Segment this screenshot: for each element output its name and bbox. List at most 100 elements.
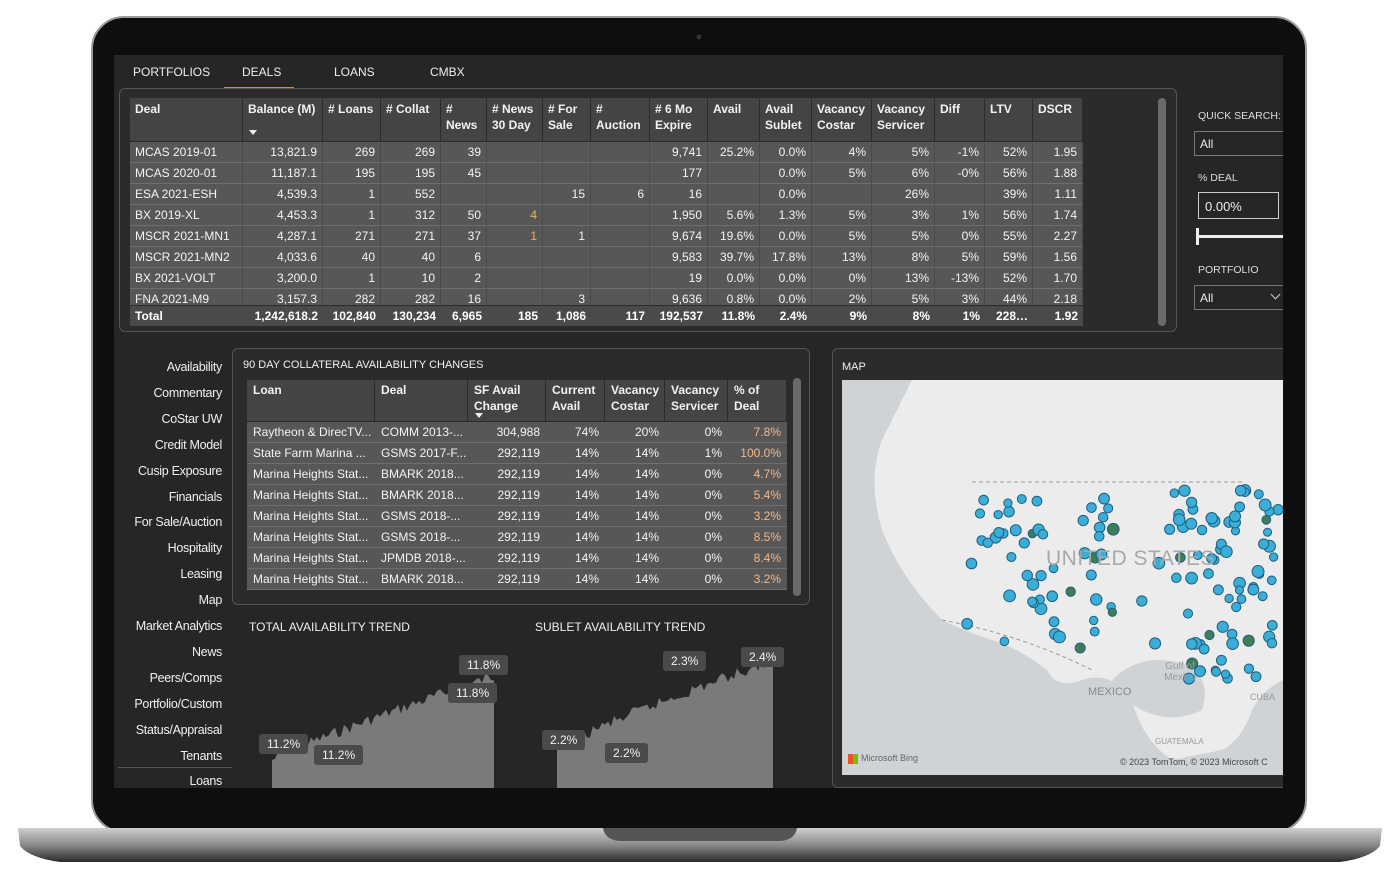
cell: 19 — [650, 268, 708, 289]
map-dot — [1052, 630, 1066, 644]
cell: 2.27 — [1033, 226, 1083, 247]
cell: 3,157.3 — [243, 289, 323, 305]
cell: 1.88 — [1033, 163, 1083, 184]
tab[interactable]: CMBX — [430, 65, 465, 79]
cell: 195 — [381, 163, 441, 184]
cell: 14% — [605, 443, 665, 464]
dropdown[interactable]: All — [1194, 285, 1283, 310]
nav-item[interactable]: Tenants — [180, 748, 222, 763]
total-cell: 1.92 — [1033, 306, 1083, 326]
map-dot — [1258, 538, 1270, 550]
map-dot — [1009, 524, 1022, 537]
cell: 3 — [543, 289, 591, 305]
cell: 14% — [546, 527, 605, 548]
column-header: DSCR — [1033, 98, 1083, 141]
nav-item[interactable]: Loans — [189, 774, 222, 788]
column-header: # News 30 Day — [487, 98, 543, 141]
cell: 52% — [985, 268, 1033, 289]
nav-item[interactable]: Map — [198, 593, 223, 608]
map-dot — [1226, 637, 1239, 650]
map-dot — [1229, 510, 1242, 523]
cell: 2.18 — [1033, 289, 1083, 305]
nav-item[interactable]: Peers/Comps — [149, 670, 223, 685]
nav-item[interactable]: Availability — [166, 360, 223, 374]
column-header: # News — [441, 98, 487, 141]
panel-title: 90 DAY COLLATERAL AVAILABILITY CHANGES — [243, 359, 484, 371]
cell: 0.0% — [760, 184, 812, 205]
column-header: Vacancy Servicer — [872, 98, 935, 141]
cell: BMARK 2018... — [375, 464, 468, 485]
map-dot — [1272, 504, 1283, 516]
trend-area — [557, 657, 773, 788]
map-label: CUBA — [1250, 692, 1276, 702]
cell: 7.8% — [728, 422, 787, 443]
panel-title: MAP — [842, 361, 866, 373]
deal-name: ESA 2021-ESH — [130, 184, 243, 205]
nav-item[interactable]: Credit Model — [154, 437, 223, 452]
map-dot — [1077, 514, 1089, 527]
column-header: Avail Sublet — [760, 98, 812, 141]
map-dot — [1097, 512, 1109, 523]
trend-label: 2.4% — [741, 647, 785, 667]
cell — [487, 268, 543, 289]
nav-item[interactable]: Market Analytics — [135, 619, 223, 633]
cell: 2% — [812, 289, 872, 305]
total-cell: Total — [130, 306, 243, 326]
cell: 16 — [441, 289, 487, 305]
nav-item[interactable]: News — [191, 644, 222, 659]
trend-label: 2.2% — [605, 743, 649, 763]
nav-item[interactable]: Status/Appraisal — [135, 722, 223, 737]
nav-item[interactable]: Commentary — [153, 385, 222, 400]
tab[interactable]: DEALS — [242, 65, 282, 79]
nav-item[interactable]: Portfolio/Custom — [134, 696, 222, 711]
cell: 177 — [650, 163, 708, 184]
map-dot — [1263, 527, 1273, 537]
cell: COMM 2013-... — [375, 422, 468, 443]
map-dot — [965, 557, 978, 570]
slider-handle[interactable] — [1196, 228, 1199, 245]
cell — [591, 268, 650, 289]
cell: 1.11 — [1033, 184, 1083, 205]
nav-item[interactable]: For Sale/Auction — [134, 515, 222, 530]
input[interactable]: 0.00% — [1198, 192, 1279, 219]
cell — [543, 163, 591, 184]
cell — [591, 163, 650, 184]
slider-track — [1198, 235, 1283, 238]
column-header: Vacancy Servicer — [665, 380, 728, 421]
map-dot — [1220, 545, 1233, 559]
cell: 14% — [546, 485, 605, 506]
cell: 14% — [546, 569, 605, 590]
nav-item[interactable]: Hospitality — [167, 541, 223, 556]
map-dot — [1185, 517, 1198, 530]
cell: 4% — [812, 142, 872, 163]
tab[interactable]: PORTFOLIOS — [133, 65, 211, 79]
cell: 5% — [872, 289, 935, 305]
cell: 0.0% — [760, 268, 812, 289]
nav-item[interactable]: CoStar UW — [161, 411, 222, 426]
tab[interactable]: LOANS — [334, 65, 375, 79]
cell: 0% — [665, 506, 728, 527]
map-dot — [1021, 569, 1033, 582]
nav-item[interactable]: Financials — [168, 489, 223, 504]
cell: 269 — [323, 142, 381, 163]
column-header: # For Sale — [543, 98, 591, 141]
dropdown[interactable]: All — [1194, 131, 1283, 156]
map-dot — [1016, 494, 1027, 504]
map-dot — [982, 537, 993, 549]
nav-item[interactable]: Cusip Exposure — [137, 463, 222, 478]
cell: 3,200.0 — [243, 268, 323, 289]
deal-name: BX 2021-VOLT — [130, 268, 243, 289]
cell: 1 — [323, 205, 381, 226]
map-dot — [1006, 552, 1017, 563]
cell: Marina Heights Stat... — [247, 464, 375, 485]
map-dot — [1048, 563, 1059, 574]
map-dot — [1257, 591, 1268, 602]
nav-item[interactable]: Leasing — [180, 567, 222, 582]
cell: 39.7% — [708, 247, 760, 268]
cell: 6 — [441, 247, 487, 268]
cell: 5% — [812, 226, 872, 247]
cell: 15 — [543, 184, 591, 205]
cell: GSMS 2018-... — [375, 527, 468, 548]
column-header: Diff — [935, 98, 985, 141]
map-dot — [1018, 537, 1030, 549]
